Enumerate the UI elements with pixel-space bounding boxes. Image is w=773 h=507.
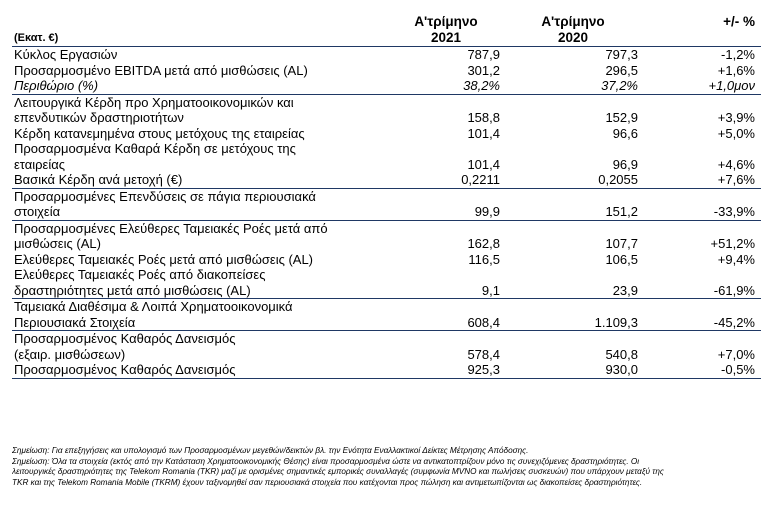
table-row-capex: Προσαρμοσμένες Επενδύσεις σε πάγια περιο…: [12, 187, 761, 220]
value-2020: 797,3: [605, 47, 638, 62]
value-change: +4,6%: [717, 156, 755, 172]
table-row-net-debt: Προσαρμοσμένος Καθαρός Δανεισμός 925,3 9…: [12, 362, 761, 379]
value-change: +7,0%: [644, 330, 761, 362]
value-2021: 38,2%: [463, 78, 500, 93]
footnote-4: TKR και της Telekom Romania Mobile (TKRM…: [12, 477, 643, 487]
footnote-2: Σημείωση: Όλα τα στοιχεία (εκτός από την…: [12, 456, 640, 466]
row-label: Κύκλος Εργασιών: [14, 47, 118, 62]
header-q1-2020: Α'τρίμηνο 2020: [506, 14, 644, 47]
footnote-1: Σημείωση: Για επεξηγήσεις και υπολογισμό…: [12, 446, 529, 455]
row-label: Περιθώριο (%): [14, 78, 99, 93]
table-row-revenue: Κύκλος Εργασιών 787,9 797,3 -1,2%: [12, 47, 761, 63]
value-2021: 925,3: [390, 362, 506, 379]
financial-results-table: (Εκατ. €) Α'τρίμηνο 2021 Α'τρίμηνο 2020 +/…: [12, 14, 761, 379]
value-change: -45,2%: [644, 298, 761, 331]
value-2020: 106,5: [605, 251, 638, 267]
footnote-3: λειτουργικές δραστηριότητες της Telekom …: [12, 467, 664, 476]
value-2021: 101,4: [467, 125, 500, 141]
value-2020: 23,9: [612, 282, 638, 298]
value-2021: 162,8: [390, 219, 506, 252]
row-label: Προσαρμοσμένο EBITDA μετά από μισθώσεις …: [14, 62, 308, 78]
table-row-fcf: Ελεύθερες Ταμειακές Ροές μετά από μισθώσ…: [12, 252, 761, 268]
row-label: Προσαρμοσμένα Καθαρά Κέρδη σε μετόχους τ…: [14, 141, 296, 172]
value-change: +9,4%: [717, 251, 755, 267]
value-change: +5,0%: [717, 125, 755, 141]
table-row-ebitda: Προσαρμοσμένο EBITDA μετά από μισθώσεις …: [12, 63, 761, 79]
header-change: +/- %: [644, 14, 761, 47]
table-row-eps: Βασικά Κέρδη ανά μετοχή (€) 0,2211 0,205…: [12, 172, 761, 188]
footnotes: Σημείωση: Για επεξηγήσεις και υπολογισμό…: [12, 446, 764, 488]
value-change: -33,9%: [644, 187, 761, 220]
value-2020: 1.109,3: [506, 298, 644, 331]
table-row-margin: Περιθώριο (%) 38,2% 37,2% +1,0μον: [12, 78, 761, 94]
row-label: Λειτουργικά Κέρδη προ Χρηματοοικονομικών…: [12, 93, 390, 126]
value-2020: 0,2055: [598, 172, 638, 187]
value-2021: 578,4: [390, 330, 506, 362]
value-2020: 96,9: [612, 156, 638, 172]
value-2020: 107,7: [506, 219, 644, 252]
value-2021: 9,1: [481, 282, 500, 298]
value-2021: 101,4: [467, 156, 500, 172]
value-2021: 787,9: [467, 47, 500, 62]
table-row-adjusted-fcf: Προσαρμοσμένες Ελεύθερες Ταμειακές Ροές …: [12, 219, 761, 252]
value-change: +51,2%: [644, 219, 761, 252]
value-change: +1,0μον: [708, 78, 755, 93]
value-2021: 0,2211: [461, 172, 500, 187]
row-label: Προσαρμοσμένος Καθαρός Δανεισμός (εξαιρ. …: [12, 330, 390, 362]
row-label: Προσαρμοσμένος Καθαρός Δανεισμός: [12, 362, 390, 379]
value-change: -0,5%: [644, 362, 761, 379]
table-row-fcf-discontinued: Ελεύθερες Ταμειακές Ροές από διακοπείσες…: [12, 267, 761, 299]
value-2020: 96,6: [612, 125, 638, 141]
row-label: Προσαρμοσμένες Επενδύσεις σε πάγια περιο…: [12, 187, 390, 220]
value-2020: 37,2%: [601, 78, 638, 93]
row-label: Προσαρμοσμένες Ελεύθερες Ταμειακές Ροές …: [12, 219, 390, 252]
value-2020: 151,2: [506, 187, 644, 220]
value-change: -61,9%: [713, 282, 755, 298]
value-2021: 158,8: [390, 93, 506, 126]
value-change: -1,2%: [721, 47, 755, 62]
table-row-net-profit: Κέρδη κατανεμημένα στους μετόχους της ετ…: [12, 126, 761, 142]
row-label: Ελεύθερες Ταμειακές Ροές από διακοπείσες…: [14, 267, 266, 298]
value-change: +1,6%: [717, 62, 755, 78]
value-2020: 540,8: [506, 330, 644, 362]
row-label: Βασικά Κέρδη ανά μετοχή (€): [14, 172, 183, 187]
value-2021: 116,5: [468, 251, 500, 267]
row-label: Ταμειακά Διαθέσιμα & Λοιπά Χρηματοοικονο…: [12, 298, 390, 331]
row-label: Ελεύθερες Ταμειακές Ροές μετά από μισθώσ…: [14, 251, 314, 267]
table-row-ebit: Λειτουργικά Κέρδη προ Χρηματοοικονομικών…: [12, 93, 761, 126]
value-2021: 99,9: [390, 187, 506, 220]
value-2021: 608,4: [390, 298, 506, 331]
value-2020: 296,5: [605, 62, 638, 78]
value-2021: 301,2: [467, 62, 500, 78]
value-2020: 152,9: [506, 93, 644, 126]
unit-label: (Εκατ. €): [12, 14, 390, 47]
value-change: +7,6%: [717, 172, 755, 187]
table-row-net-debt-excl-leases: Προσαρμοσμένος Καθαρός Δανεισμός (εξαιρ. …: [12, 330, 761, 362]
row-label: Κέρδη κατανεμημένα στους μετόχους της ετ…: [14, 125, 305, 141]
value-2020: 930,0: [506, 362, 644, 379]
value-change: +3,9%: [644, 93, 761, 126]
table-row-cash: Ταμειακά Διαθέσιμα & Λοιπά Χρηματοοικονο…: [12, 298, 761, 331]
header-row: (Εκατ. €) Α'τρίμηνο 2021 Α'τρίμηνο 2020 +/…: [12, 14, 761, 47]
table-row-adjusted-net-profit: Προσαρμοσμένα Καθαρά Κέρδη σε μετόχους τ…: [12, 141, 761, 172]
header-q1-2021: Α'τρίμηνο 2021: [390, 14, 506, 47]
